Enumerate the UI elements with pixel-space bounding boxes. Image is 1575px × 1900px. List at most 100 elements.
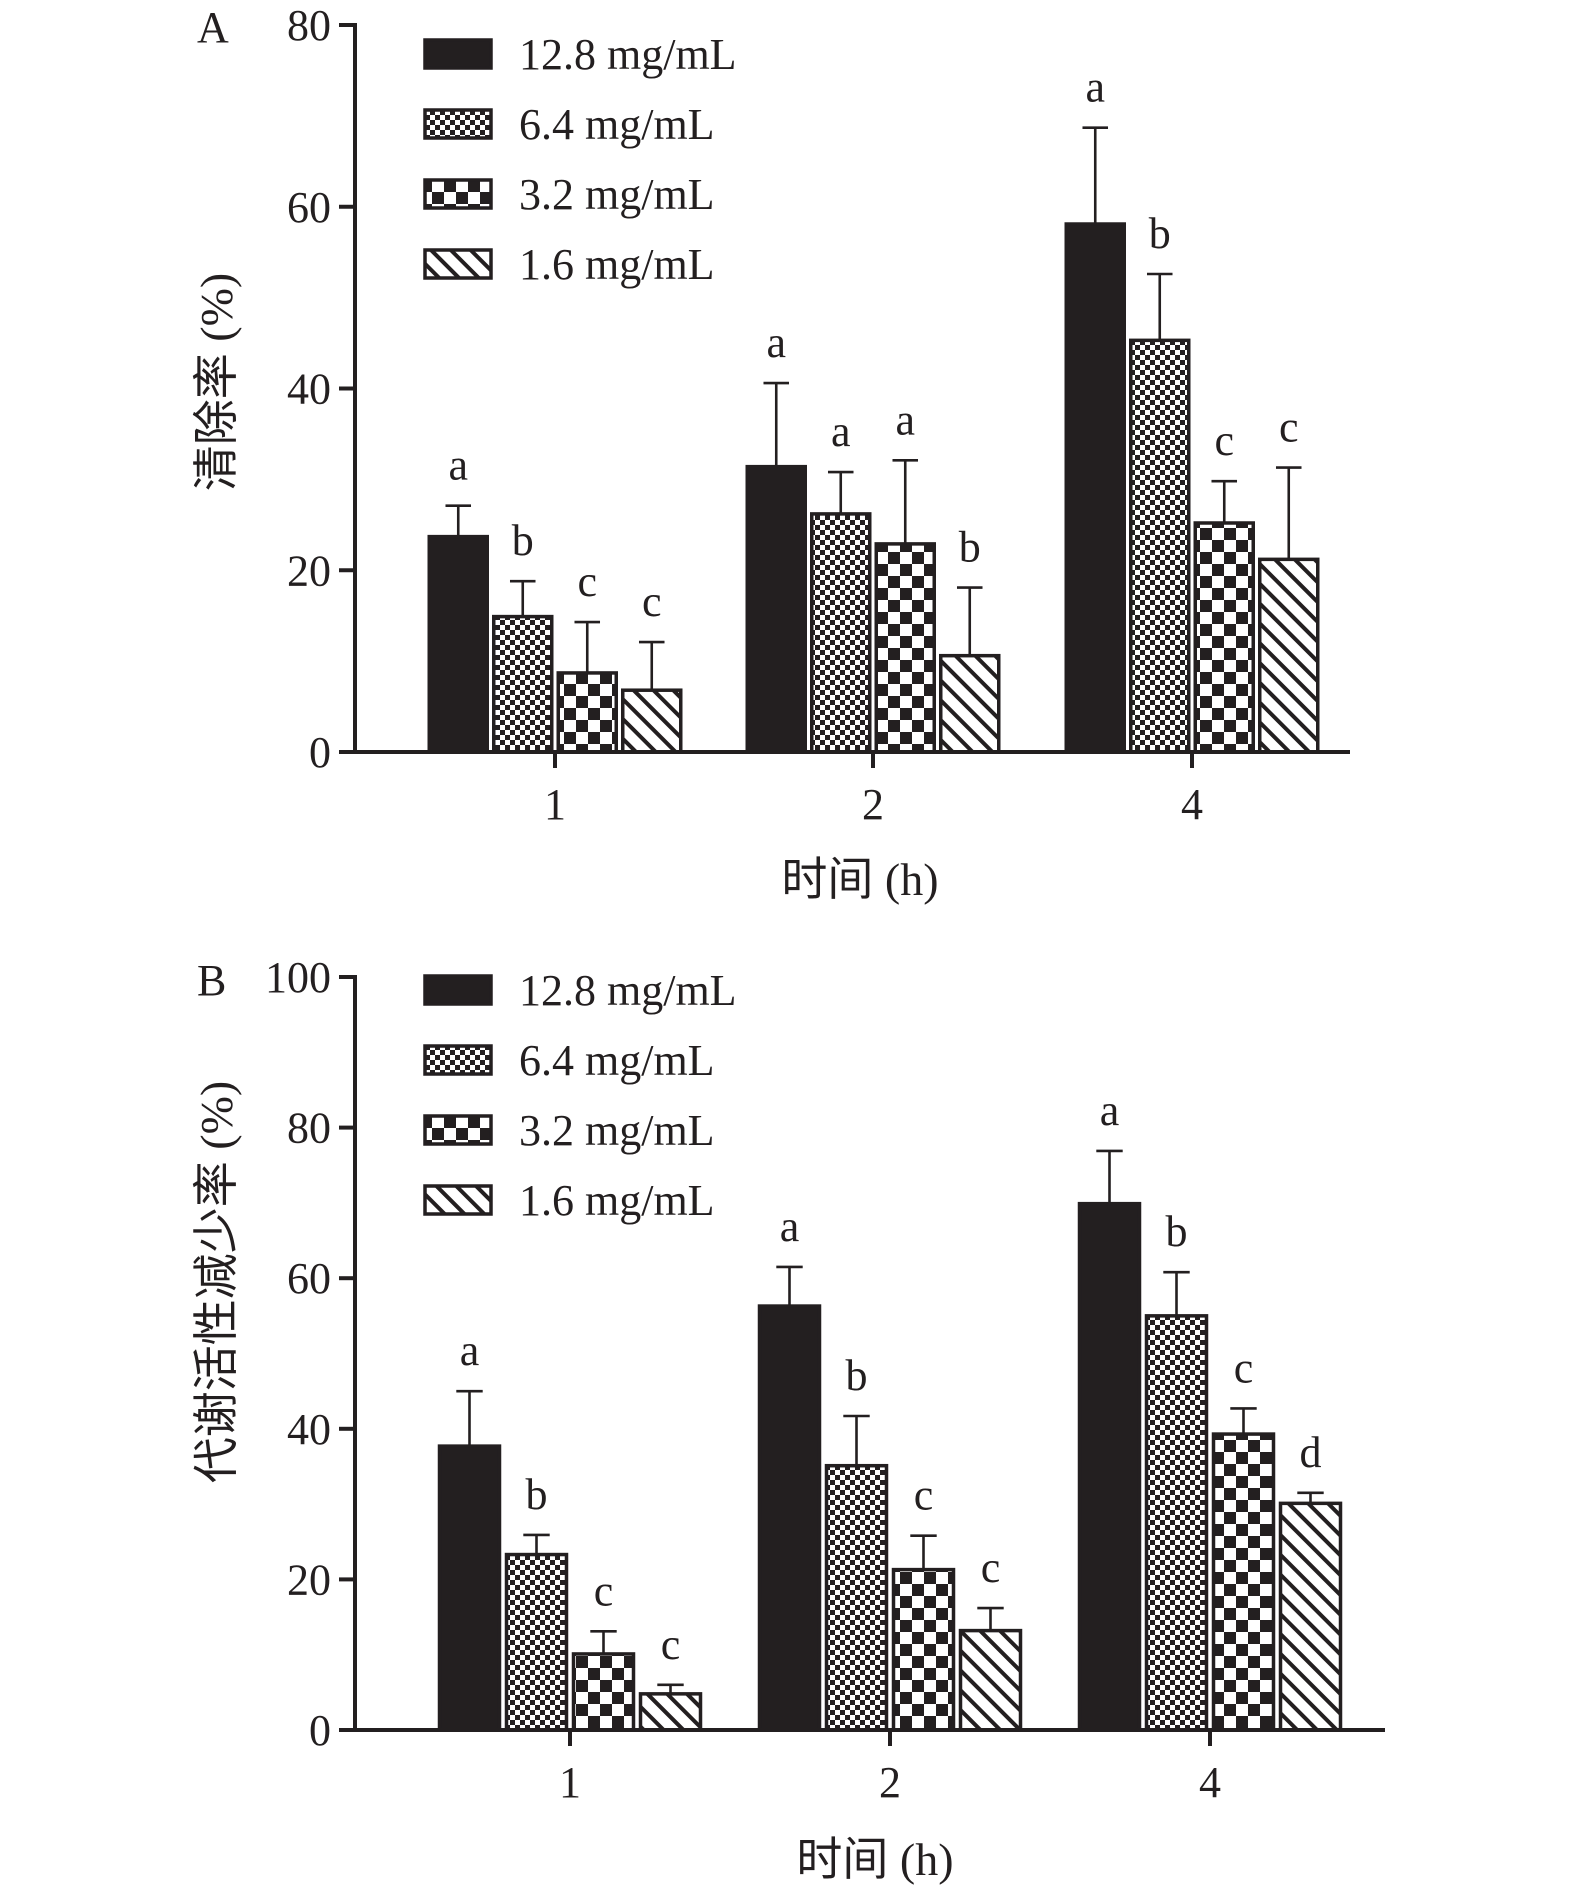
bar <box>1077 1201 1142 1732</box>
legend-swatch <box>423 178 493 210</box>
y-tick-label: 80 <box>287 1 331 50</box>
significance-letter: b <box>526 1470 548 1519</box>
bar <box>1278 1501 1343 1732</box>
bar <box>1144 1314 1209 1732</box>
bar <box>757 1304 822 1732</box>
legend-swatch <box>423 38 493 70</box>
axes <box>353 23 1350 754</box>
x-tick-label: 2 <box>879 1758 901 1807</box>
significance-letter: c <box>642 577 662 626</box>
bar <box>824 1463 889 1732</box>
bar <box>939 653 1001 754</box>
x-axis-ticks: 1 2 4 <box>559 1730 1221 1807</box>
y-axis-title: 代谢活性减少率 (%) <box>191 1081 242 1483</box>
legend-swatch <box>423 1114 493 1146</box>
legend-label: 12.8 mg/mL <box>519 966 737 1015</box>
legend-label: 3.2 mg/mL <box>519 170 715 219</box>
x-axis-ticks: 1 2 4 <box>544 752 1203 829</box>
bar <box>874 542 936 754</box>
bar <box>638 1692 703 1732</box>
y-tick-label: 100 <box>265 953 331 1002</box>
significance-letter: b <box>1149 209 1171 258</box>
y-tick-label: 60 <box>287 183 331 232</box>
legend-label: 6.4 mg/mL <box>519 100 715 149</box>
legend-label: 1.6 mg/mL <box>519 240 715 289</box>
significance-letter: c <box>594 1566 614 1615</box>
significance-letter: a <box>460 1326 480 1375</box>
legend-swatch <box>423 248 493 280</box>
significance-letter: c <box>1234 1343 1254 1392</box>
legend-label: 6.4 mg/mL <box>519 1036 715 1085</box>
significance-letter: a <box>895 395 915 444</box>
y-tick-label: 0 <box>309 728 331 777</box>
y-axis-ticks: 0 20 40 60 80 100 <box>265 953 355 1755</box>
bar <box>810 512 872 754</box>
significance-letter: c <box>1279 403 1299 452</box>
significance-letter: a <box>831 407 851 456</box>
legend: 12.8 mg/mL 6.4 mg/mL 3.2 mg/mL 1.6 mg/mL <box>423 966 737 1225</box>
significance-letter: a <box>780 1202 800 1251</box>
panel-label: B <box>197 956 226 1005</box>
bar <box>427 534 489 754</box>
significance-letter: b <box>959 523 981 572</box>
significance-letter: a <box>448 441 468 490</box>
y-tick-label: 20 <box>287 1555 331 1604</box>
y-tick-label: 80 <box>287 1104 331 1153</box>
x-axis-title: 时间 (h) <box>781 854 938 905</box>
legend-swatch <box>423 108 493 140</box>
legend-label: 3.2 mg/mL <box>519 1106 715 1155</box>
significance-letter: b <box>512 516 534 565</box>
y-tick-label: 40 <box>287 1405 331 1454</box>
y-tick-label: 40 <box>287 365 331 414</box>
bar <box>1211 1432 1276 1732</box>
bar <box>958 1628 1023 1732</box>
significance-letter: c <box>981 1543 1001 1592</box>
legend-label: 12.8 mg/mL <box>519 30 737 79</box>
significance-letter: d <box>1300 1428 1322 1477</box>
bar <box>504 1552 569 1732</box>
y-axis-title: 清除率 (%) <box>191 273 242 491</box>
bar <box>891 1567 956 1732</box>
bar <box>437 1444 502 1732</box>
legend-swatch <box>423 974 493 1006</box>
bar <box>745 464 807 754</box>
bar <box>1129 338 1191 754</box>
bar <box>1258 557 1320 754</box>
significance-letter: a <box>766 318 786 367</box>
significance-letter: b <box>846 1351 868 1400</box>
bar <box>492 614 554 754</box>
bar <box>621 688 683 754</box>
x-tick-label: 2 <box>862 780 884 829</box>
significance-letter: b <box>1166 1207 1188 1256</box>
y-tick-label: 20 <box>287 546 331 595</box>
x-tick-label: 1 <box>544 780 566 829</box>
legend-swatch <box>423 1184 493 1216</box>
significance-letter: c <box>1214 416 1234 465</box>
x-tick-label: 4 <box>1199 1758 1221 1807</box>
y-tick-label: 0 <box>309 1706 331 1755</box>
legend-label: 1.6 mg/mL <box>519 1176 715 1225</box>
significance-letter: c <box>661 1620 681 1669</box>
panel-label: A <box>197 3 229 52</box>
x-axis-title: 时间 (h) <box>796 1834 953 1885</box>
bar <box>556 671 618 754</box>
axes <box>353 975 1385 1732</box>
legend-swatch <box>423 1044 493 1076</box>
significance-letter: c <box>914 1471 934 1520</box>
significance-letter: a <box>1085 63 1105 112</box>
bar <box>571 1652 636 1732</box>
significance-letter: c <box>577 557 597 606</box>
bar <box>1064 222 1126 754</box>
y-tick-label: 60 <box>287 1254 331 1303</box>
significance-letter: a <box>1100 1086 1120 1135</box>
legend: 12.8 mg/mL 6.4 mg/mL 3.2 mg/mL 1.6 mg/mL <box>423 30 737 289</box>
y-axis-ticks: 0 20 40 60 80 <box>287 1 355 777</box>
x-tick-label: 1 <box>559 1758 581 1807</box>
x-tick-label: 4 <box>1181 780 1203 829</box>
bar <box>1193 521 1255 754</box>
